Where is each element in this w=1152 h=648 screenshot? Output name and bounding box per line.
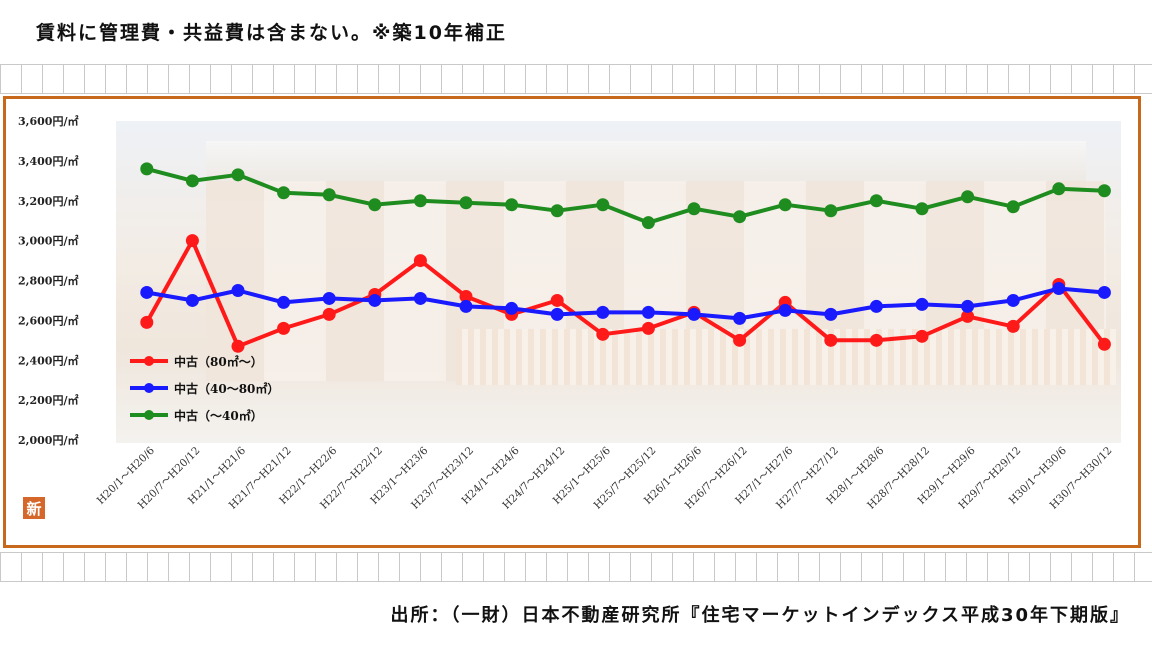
data-point (322, 188, 336, 202)
data-point (687, 307, 701, 321)
data-point (915, 329, 929, 343)
data-point (1006, 200, 1020, 214)
legend-label: 中古（80㎡～） (174, 354, 263, 369)
data-point (869, 299, 883, 313)
y-tick-label: 2,400円/㎡ (18, 353, 78, 367)
data-point (459, 299, 473, 313)
data-point (550, 307, 564, 321)
data-point (596, 327, 610, 341)
y-tick-label: 2,800円/㎡ (18, 274, 78, 288)
data-point (550, 204, 564, 218)
data-point (824, 333, 838, 347)
sheet-grid-top (0, 64, 1152, 94)
data-point (961, 299, 975, 313)
data-point (277, 295, 291, 309)
data-point (915, 297, 929, 311)
data-point (733, 333, 747, 347)
data-point (733, 311, 747, 325)
data-point (413, 291, 427, 305)
y-tick-label: 3,000円/㎡ (18, 234, 78, 248)
data-point (733, 210, 747, 224)
y-tick-label: 3,400円/㎡ (18, 154, 78, 168)
data-point (1006, 293, 1020, 307)
data-point (1006, 319, 1020, 333)
y-tick-label: 3,200円/㎡ (18, 194, 78, 208)
data-point (277, 321, 291, 335)
data-point (185, 234, 199, 248)
data-point (778, 198, 792, 212)
photo-fence (456, 329, 1116, 385)
data-point (824, 204, 838, 218)
y-tick-label: 3,600円/㎡ (18, 114, 78, 128)
source-credit: 出所：（一財）日本不動産研究所『住宅マーケットインデックス平成30年下期版』 (390, 605, 1130, 626)
data-point (277, 186, 291, 200)
series-line-2 (146, 166, 1105, 225)
data-point (1097, 184, 1111, 198)
legend-marker (144, 383, 154, 393)
data-point (459, 196, 473, 210)
data-point (505, 301, 519, 315)
data-point (140, 315, 154, 329)
legend-label: 中古（40～80㎡） (174, 381, 279, 396)
data-point (550, 293, 564, 307)
data-point (368, 198, 382, 212)
y-tick-label: 2,200円/㎡ (18, 393, 78, 407)
chart-frame: 2,000円/㎡ 2,200円/㎡ 2,400円/㎡ 2,600円/㎡ 2,800円/㎡… (3, 96, 1141, 548)
data-point (824, 307, 838, 321)
data-point (596, 198, 610, 212)
data-point (778, 303, 792, 317)
data-point (322, 291, 336, 305)
line-chart: 2,000円/㎡ 2,200円/㎡ 2,400円/㎡ 2,600円/㎡ 2,800円/㎡… (18, 114, 1115, 512)
data-point (1052, 182, 1066, 196)
data-point (1097, 337, 1111, 351)
data-point (185, 293, 199, 307)
legend-marker (144, 410, 154, 420)
sheet-grid-bottom (0, 552, 1152, 582)
data-point (915, 202, 929, 216)
data-point (641, 321, 655, 335)
y-tick-label: 2,000円/㎡ (18, 433, 78, 447)
data-point (231, 339, 245, 353)
data-point (1097, 285, 1111, 299)
series-line-0 (145, 238, 1106, 349)
data-point (140, 285, 154, 299)
data-point (869, 333, 883, 347)
data-point (368, 293, 382, 307)
data-point (961, 309, 975, 323)
data-point (505, 198, 519, 212)
data-point (413, 254, 427, 268)
data-point (459, 289, 473, 303)
data-point (961, 190, 975, 204)
logo-icon: 新 (23, 497, 45, 519)
data-point (231, 168, 245, 182)
chart-note: 賃料に管理費・共益費は含まない。※築10年補正 (36, 22, 507, 44)
data-point (869, 194, 883, 208)
legend-marker (144, 356, 154, 366)
data-point (687, 202, 701, 216)
data-point (140, 162, 154, 176)
data-point (413, 194, 427, 208)
series-line-1 (146, 286, 1105, 321)
data-point (1052, 281, 1066, 295)
background-photo (116, 121, 1121, 443)
data-point (641, 216, 655, 230)
data-point (641, 305, 655, 319)
legend-label: 中古（～40㎡） (174, 408, 263, 423)
data-point (596, 305, 610, 319)
data-point (231, 283, 245, 297)
y-tick-label: 2,600円/㎡ (18, 313, 78, 327)
data-point (322, 307, 336, 321)
data-point (185, 174, 199, 188)
